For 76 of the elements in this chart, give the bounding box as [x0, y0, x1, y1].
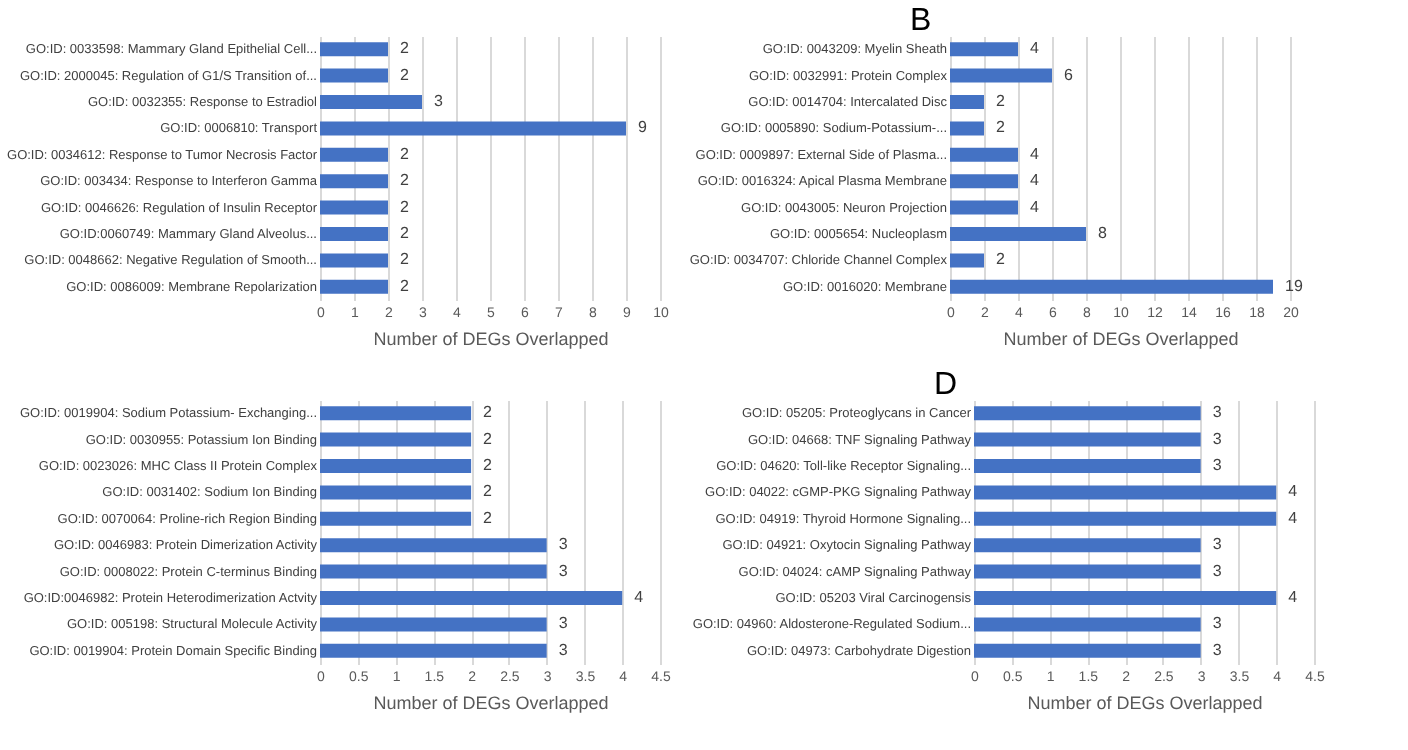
data-label: 2: [996, 92, 1006, 110]
data-label: 2: [483, 429, 494, 448]
data-label: 2: [483, 482, 494, 501]
data-label: 3: [1212, 640, 1223, 659]
data-label: 8: [1098, 224, 1108, 242]
data-label: 2: [483, 403, 494, 422]
data-label: 3: [558, 561, 569, 580]
chart-title: B: [910, 4, 932, 38]
bar: [320, 279, 388, 294]
data-label: 4: [634, 588, 645, 606]
data-label: 2: [400, 276, 410, 295]
bar: [320, 95, 422, 109]
bar: [950, 42, 1018, 57]
data-label: 2: [400, 39, 410, 58]
data-label: 3: [1212, 561, 1223, 580]
data-label: 4: [1288, 588, 1299, 606]
bar: [320, 174, 388, 189]
bar: [320, 121, 626, 136]
bar: [950, 121, 984, 136]
bar: [320, 564, 547, 579]
chart-title: D: [934, 368, 958, 402]
data-label: 3: [1212, 429, 1223, 448]
data-label: 2: [996, 250, 1006, 269]
data-label: 4: [1030, 144, 1040, 163]
data-label: 6: [1064, 65, 1074, 84]
bar: [950, 95, 984, 109]
data-label: 4: [1030, 39, 1040, 58]
data-label: 2: [483, 508, 494, 527]
bar: [320, 485, 472, 500]
data-label: 3: [558, 614, 569, 633]
data-label: 2: [400, 144, 410, 163]
bar: [320, 459, 472, 473]
bar: [950, 68, 1052, 83]
data-label: 3: [434, 92, 444, 110]
bar: [950, 174, 1018, 189]
data-label: 3: [1212, 456, 1223, 474]
data-label: 3: [1212, 535, 1223, 554]
data-label: 4: [1030, 197, 1040, 216]
bar: [320, 68, 388, 83]
data-label: 3: [558, 535, 569, 554]
bar: [320, 617, 547, 632]
bar: [320, 591, 623, 605]
data-label: 2: [400, 171, 410, 190]
bar: [320, 538, 547, 553]
bar: [950, 227, 1086, 241]
bar: [320, 511, 472, 526]
x-axis-title: Number of DEGs Overlapped: [373, 693, 609, 713]
bar: [320, 42, 388, 57]
bar: [950, 253, 984, 268]
bar: [950, 279, 1273, 294]
bar: [320, 643, 547, 658]
data-label: 19: [1285, 276, 1304, 295]
bar: [950, 200, 1018, 215]
bar: [320, 432, 472, 447]
data-label: 2: [400, 197, 410, 216]
data-label: 4: [1288, 508, 1299, 527]
bar: [320, 406, 472, 421]
data-label: 2: [996, 118, 1006, 137]
data-label: 2: [483, 456, 494, 474]
data-label: 2: [400, 250, 410, 269]
bar: [320, 227, 388, 241]
bar: [320, 200, 388, 215]
data-label: 3: [558, 640, 569, 659]
bar: [320, 253, 388, 268]
data-label: 2: [400, 224, 410, 242]
x-axis-title: Number of DEGs Overlapped: [373, 329, 609, 349]
x-axis-title: Number of DEGs Overlapped: [1027, 693, 1263, 713]
data-label: 4: [1288, 482, 1299, 501]
data-label: 9: [638, 118, 648, 137]
data-label: 3: [1212, 403, 1223, 422]
bar: [320, 147, 388, 162]
data-label: 2: [400, 65, 410, 84]
data-label: 4: [1030, 171, 1040, 190]
x-axis-title: Number of DEGs Overlapped: [1003, 329, 1239, 349]
bar: [950, 147, 1018, 162]
data-label: 3: [1212, 614, 1223, 633]
